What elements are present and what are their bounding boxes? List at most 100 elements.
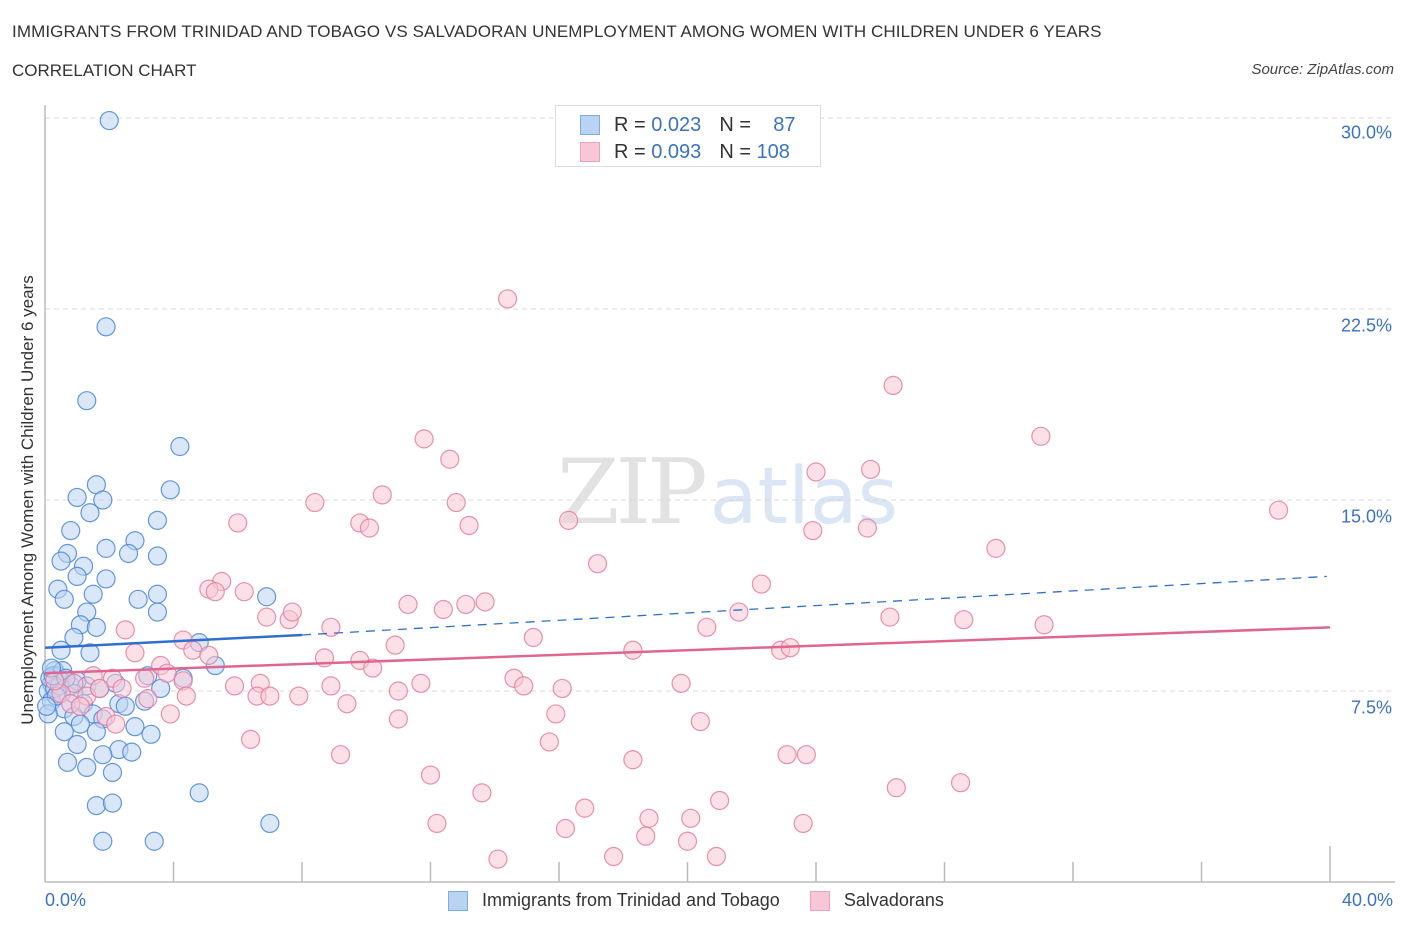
data-point [77, 391, 97, 411]
data-point [1268, 500, 1289, 520]
data-point [125, 717, 145, 737]
data-point [83, 584, 103, 604]
data-point [260, 686, 280, 706]
data-point [64, 673, 84, 693]
data-point [575, 798, 595, 818]
data-point [45, 671, 65, 691]
data-point [86, 722, 107, 742]
pink-swatch-icon [809, 890, 830, 911]
legend-item-salvadorans[interactable]: Salvadorans [809, 890, 944, 911]
data-point [234, 582, 254, 602]
data-point [986, 538, 1006, 558]
data-point [170, 436, 190, 457]
data-point [587, 554, 608, 574]
data-point [54, 589, 74, 609]
r-value: 0.023 [651, 113, 702, 136]
data-point [321, 676, 341, 696]
data-point [420, 765, 441, 785]
data-point [796, 745, 816, 765]
data-point [636, 826, 656, 846]
data-point [552, 678, 572, 699]
data-point [138, 689, 158, 709]
data-point [488, 849, 508, 869]
data-point [671, 673, 691, 693]
data-point [257, 607, 277, 627]
data-point [147, 602, 168, 622]
data-point [67, 566, 87, 587]
data-point [289, 686, 309, 706]
data-point [147, 546, 168, 566]
data-point [96, 538, 116, 558]
data-point [359, 518, 380, 538]
legend-label: Salvadorans [843, 890, 944, 910]
data-point [555, 818, 576, 839]
data-point [106, 714, 126, 734]
data-point [793, 813, 813, 834]
data-point [411, 673, 431, 693]
chart-title: IMMIGRANTS FROM TRINIDAD AND TOBAGO VS S… [12, 22, 1102, 41]
data-point [414, 429, 434, 449]
data-point [102, 793, 123, 813]
data-point [70, 714, 90, 734]
data-point [80, 503, 100, 523]
data-point [523, 627, 543, 648]
data-point [803, 520, 823, 541]
blue-swatch-icon [580, 115, 600, 135]
data-point [456, 594, 476, 615]
data-point [777, 745, 797, 765]
data-point [706, 846, 727, 867]
data-point [86, 795, 107, 816]
source-attribution: Source: ZipAtlas.com [1251, 61, 1394, 78]
data-point [710, 790, 730, 811]
data-point [115, 696, 135, 716]
data-point [623, 750, 643, 770]
data-point [433, 599, 453, 620]
data-point [122, 742, 142, 762]
data-point [954, 610, 974, 630]
data-point [99, 110, 119, 131]
data-point [224, 676, 245, 696]
data-point [86, 617, 107, 637]
data-point [134, 668, 155, 688]
data-point [498, 289, 518, 309]
y-tick-30: 30.0% [1340, 122, 1392, 143]
series-legend: Immigrants from Trinidad and Tobago Salv… [448, 890, 974, 911]
data-point [189, 783, 209, 803]
data-point [321, 617, 341, 637]
salvadorans-trend-line [44, 626, 1331, 675]
data-point [57, 752, 78, 772]
data-point [141, 724, 161, 744]
trend-lines [44, 575, 1331, 675]
trinidad-trend-line [44, 633, 303, 649]
data-point [459, 515, 479, 536]
y-tick-22-5: 22.5% [1340, 315, 1392, 336]
data-point [886, 778, 906, 798]
data-point [260, 813, 280, 834]
data-point [90, 678, 110, 699]
data-point [118, 543, 139, 564]
data-point [330, 745, 351, 765]
data-point [147, 584, 168, 604]
data-point [54, 722, 74, 742]
data-point [475, 592, 495, 612]
data-point [546, 704, 566, 724]
data-point [440, 449, 460, 469]
legend-item-trinidad[interactable]: Immigrants from Trinidad and Tobago [448, 890, 780, 911]
data-point [398, 594, 418, 615]
data-point [559, 510, 579, 530]
data-point [96, 569, 116, 589]
data-point [93, 745, 113, 765]
data-point [857, 518, 878, 538]
data-point [883, 375, 903, 395]
trinidad-trend-extension [301, 575, 1327, 636]
data-point [241, 729, 261, 749]
n-value: 108 [756, 140, 790, 163]
n-label: N = [719, 113, 751, 136]
data-point [183, 640, 203, 660]
data-point [697, 617, 717, 637]
data-point [363, 658, 383, 678]
stats-row-trinidad: R = 0.023 N = 87 [580, 113, 795, 137]
x-tick-40: 40.0% [1341, 890, 1393, 910]
data-point [514, 676, 534, 696]
